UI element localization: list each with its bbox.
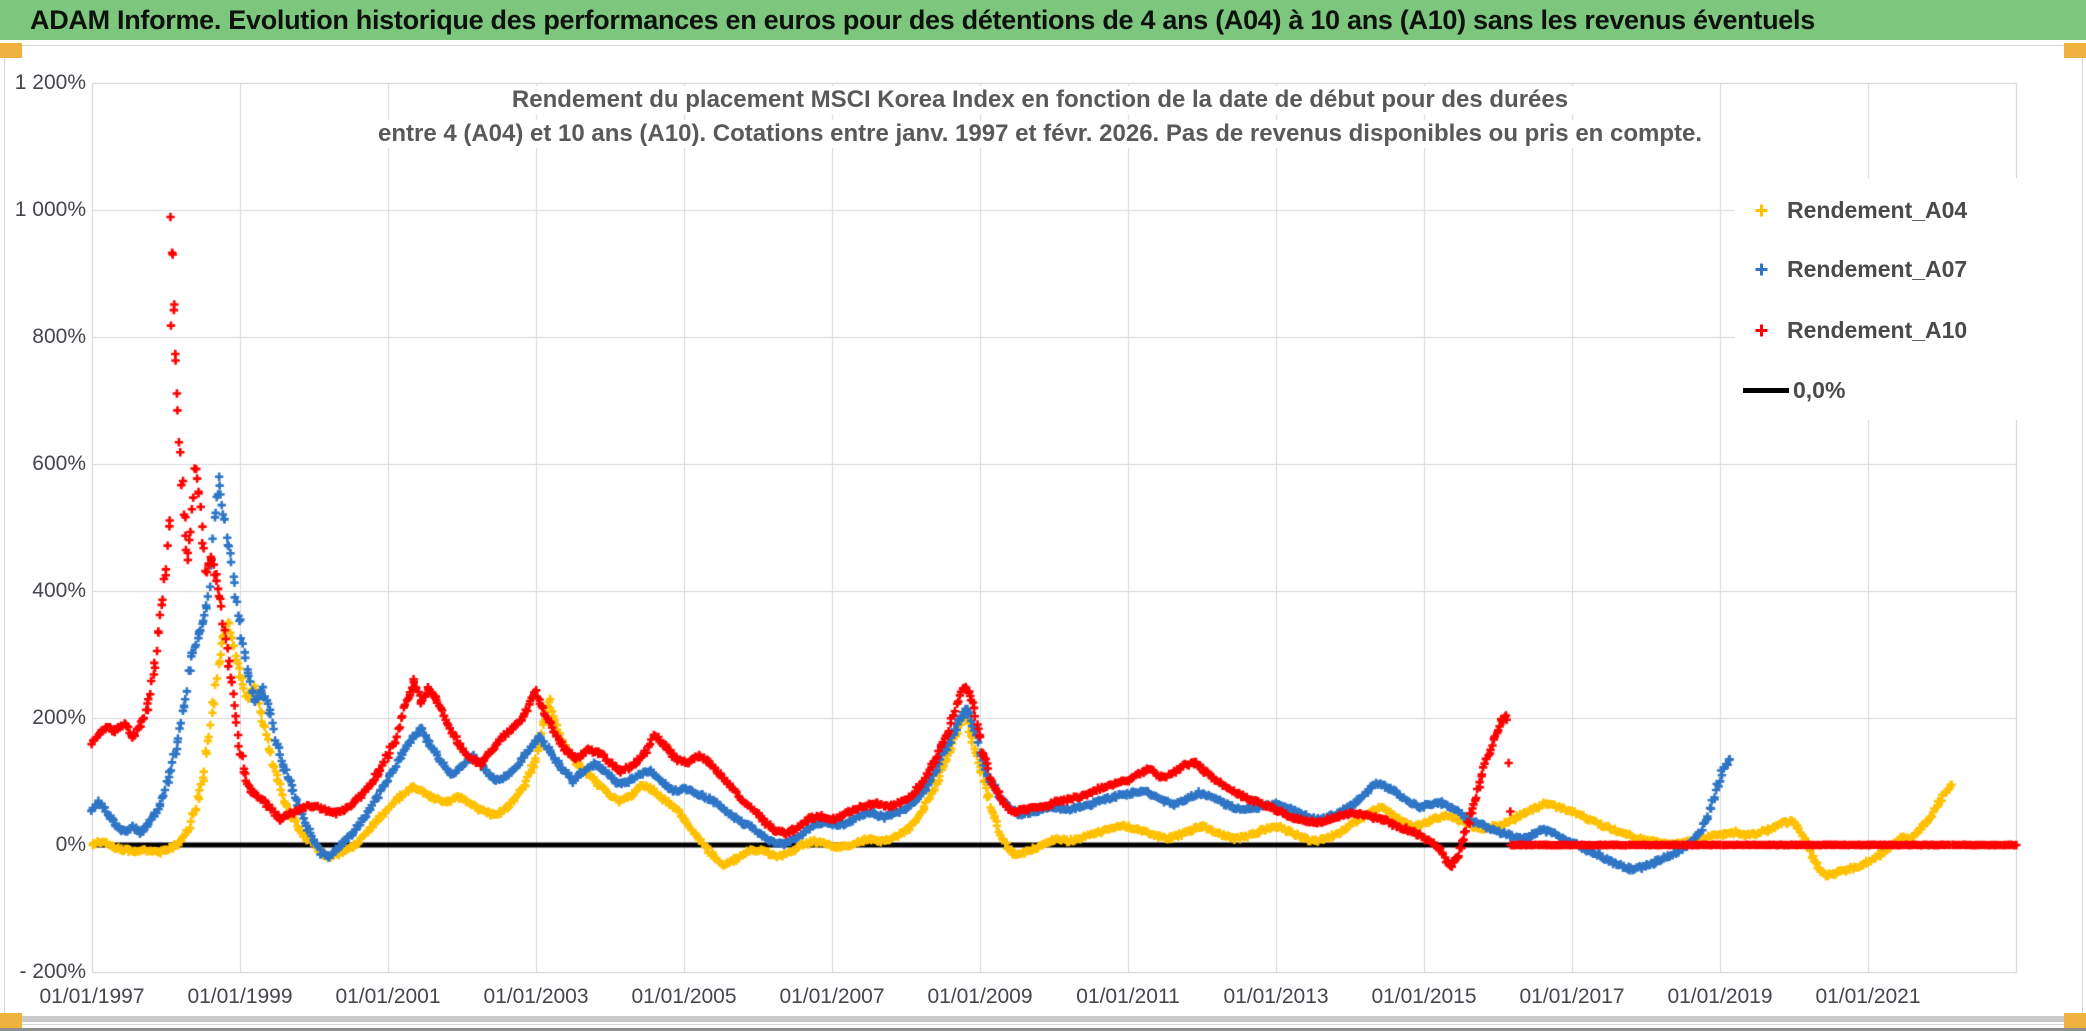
y-axis-tick-label: 600% (32, 452, 86, 475)
zero-line-icon (1743, 387, 1789, 393)
x-axis-tick-label: 01/01/2017 (1519, 985, 1625, 1008)
y-axis-tick-label: 800% (32, 325, 86, 348)
chart-title-line1: Rendement du placement MSCI Korea Index … (505, 86, 1575, 114)
chart-bottom-border (22, 1016, 2064, 1022)
legend-item-rendement-a07: Rendement_A07 (1735, 252, 1967, 286)
chart-title-line2: entre 4 (A04) et 10 ans (A10). Cotations… (371, 120, 1709, 148)
plus-marker-icon (1735, 323, 1787, 338)
x-axis-tick-label: 01/01/2007 (779, 985, 885, 1008)
window-bottom-edge (0, 1028, 2086, 1031)
chart-frame (4, 45, 2083, 1025)
x-axis-tick-label: 01/01/1997 (39, 985, 145, 1008)
y-axis-tick-label: 0% (55, 833, 86, 856)
x-axis-tick-label: 01/01/2015 (1371, 985, 1477, 1008)
plus-marker-icon (1735, 203, 1787, 218)
y-axis-tick-label: 1 000% (14, 198, 86, 221)
y-axis-tick-label: 1 200% (14, 71, 86, 94)
x-axis-tick-label: 01/01/2013 (1223, 985, 1329, 1008)
legend-label: Rendement_A04 (1787, 196, 1968, 223)
legend-label: 0,0% (1793, 376, 1846, 403)
header-bar: ADAM Informe. Evolution historique des p… (0, 0, 2086, 40)
x-axis-tick-label: 01/01/2021 (1815, 985, 1921, 1008)
legend-label: Rendement_A07 (1787, 255, 1968, 282)
corner-accent-top-left (0, 43, 22, 58)
x-axis-tick-label: 01/01/2003 (483, 985, 589, 1008)
x-axis-tick-label: 01/01/2005 (631, 985, 737, 1008)
corner-accent-bottom-right (2064, 1013, 2086, 1028)
x-axis-tick-label: 01/01/2001 (335, 985, 441, 1008)
legend-item-zero-line: 0,0% (1735, 373, 1845, 407)
y-axis-tick-label: - 200% (19, 960, 86, 983)
x-axis-tick-label: 01/01/2009 (927, 985, 1033, 1008)
legend-item-rendement-a04: Rendement_A04 (1735, 193, 1967, 227)
corner-accent-bottom-left (0, 1013, 22, 1028)
page-title: ADAM Informe. Evolution historique des p… (30, 4, 1815, 35)
x-axis-tick-label: 01/01/2011 (1076, 985, 1180, 1008)
plus-marker-icon (1735, 262, 1787, 277)
y-axis-tick-label: 200% (32, 706, 86, 729)
x-axis-tick-label: 01/01/2019 (1667, 985, 1773, 1008)
legend-label: Rendement_A10 (1787, 316, 1968, 343)
corner-accent-top-right (2064, 43, 2086, 58)
legend-item-rendement-a10: Rendement_A10 (1735, 313, 1967, 347)
chart-legend: Rendement_A04 Rendement_A07 Rendement_A1… (1735, 178, 2057, 420)
x-axis-tick-label: 01/01/1999 (187, 985, 293, 1008)
y-axis-tick-label: 400% (32, 579, 86, 602)
